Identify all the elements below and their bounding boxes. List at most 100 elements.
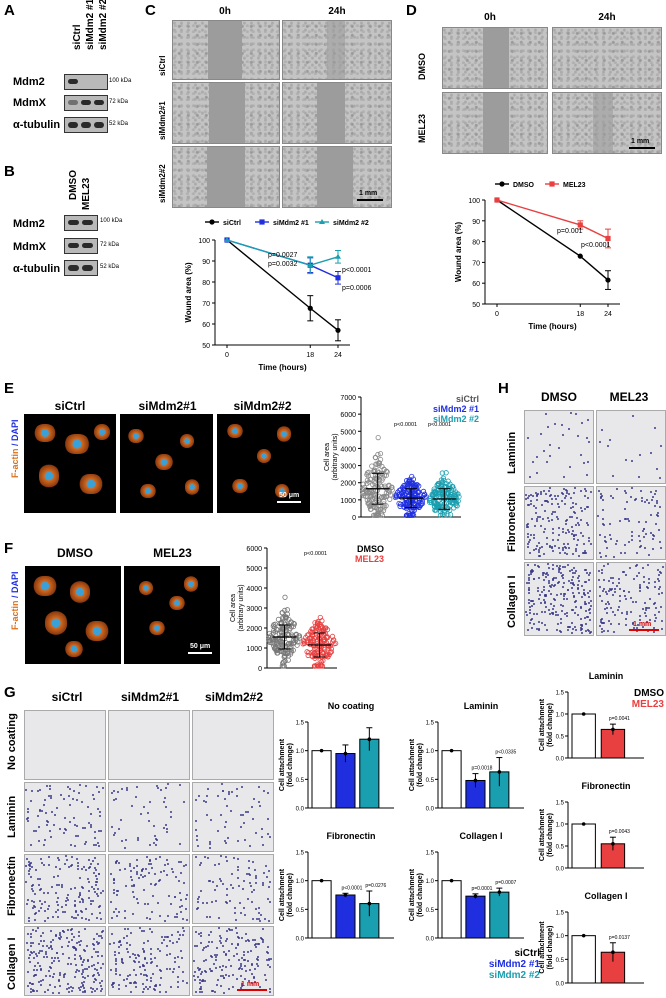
data-point bbox=[327, 649, 333, 656]
stained-cell bbox=[583, 581, 586, 584]
stained-cell bbox=[248, 969, 251, 972]
stained-cell bbox=[49, 784, 52, 787]
stained-cell bbox=[553, 598, 556, 601]
y-tick-label: 0.5 bbox=[296, 778, 305, 784]
stained-cell bbox=[160, 977, 163, 980]
stained-cell bbox=[572, 628, 575, 631]
stained-cell bbox=[148, 820, 151, 823]
stained-cell bbox=[92, 963, 95, 966]
stained-cell bbox=[616, 608, 619, 611]
stained-cell bbox=[239, 814, 242, 816]
stained-cell bbox=[95, 881, 98, 884]
data-point bbox=[367, 901, 372, 906]
stained-cell bbox=[81, 970, 84, 973]
row-label: siCtrl bbox=[158, 55, 167, 76]
stained-cell bbox=[244, 978, 247, 981]
stained-cell bbox=[69, 963, 72, 966]
stained-cell bbox=[183, 865, 186, 868]
stained-cell bbox=[220, 783, 223, 786]
stained-cell bbox=[250, 885, 253, 888]
stained-cell bbox=[61, 886, 64, 889]
stained-cell bbox=[237, 959, 240, 962]
fluorescence-image bbox=[120, 414, 213, 513]
stained-cell bbox=[44, 799, 47, 802]
stained-cell bbox=[532, 612, 535, 615]
stained-cell bbox=[642, 580, 645, 583]
data-point bbox=[286, 617, 292, 623]
stained-cell bbox=[238, 968, 241, 971]
stained-cell bbox=[30, 862, 33, 865]
stain-image bbox=[524, 410, 594, 484]
stained-cell bbox=[622, 571, 625, 573]
stained-cell bbox=[654, 601, 657, 604]
data-point bbox=[403, 490, 409, 496]
stained-cell bbox=[572, 609, 575, 612]
y-tick-label: 0.5 bbox=[556, 735, 565, 741]
stained-cell bbox=[536, 515, 539, 518]
stained-cell bbox=[603, 588, 606, 591]
stained-cell bbox=[50, 797, 53, 800]
row-label: Collagen I bbox=[506, 575, 518, 628]
blot-label: α-tubulin bbox=[13, 263, 61, 275]
stained-cell bbox=[552, 568, 555, 571]
stained-cell bbox=[195, 829, 198, 832]
stained-cell bbox=[638, 535, 641, 538]
stained-cell bbox=[70, 844, 73, 847]
stained-cell bbox=[644, 609, 647, 612]
stained-cell bbox=[238, 884, 241, 887]
stained-cell bbox=[579, 606, 582, 609]
stained-cell bbox=[93, 968, 96, 971]
stained-cell bbox=[133, 960, 136, 963]
stained-cell bbox=[552, 604, 555, 607]
stained-cell bbox=[561, 574, 564, 577]
stained-cell bbox=[587, 440, 590, 443]
stained-cell bbox=[533, 577, 536, 580]
stained-cell bbox=[26, 902, 29, 905]
chart-title: No coating bbox=[328, 701, 375, 711]
stained-cell bbox=[527, 582, 530, 585]
col-label: DMSO bbox=[541, 390, 577, 404]
stained-cell bbox=[53, 957, 56, 960]
stained-cell bbox=[87, 965, 90, 968]
stained-cell bbox=[527, 536, 530, 539]
stained-cell bbox=[248, 939, 251, 942]
stained-cell bbox=[589, 631, 592, 634]
data-point bbox=[360, 491, 366, 497]
stained-cell bbox=[654, 522, 657, 525]
stained-cell bbox=[44, 974, 47, 977]
stained-cell bbox=[121, 961, 124, 964]
panel-label-c: C bbox=[145, 2, 156, 19]
stained-cell bbox=[58, 973, 61, 976]
stained-cell bbox=[67, 899, 70, 902]
stained-cell bbox=[134, 980, 137, 983]
p-value: p=0.0001 bbox=[471, 886, 492, 892]
stained-cell bbox=[58, 937, 61, 940]
stained-cell bbox=[601, 499, 604, 502]
p-value: p<0.0001 bbox=[304, 551, 327, 557]
stained-cell bbox=[268, 966, 271, 969]
stained-cell bbox=[262, 940, 265, 943]
stained-cell bbox=[41, 950, 44, 953]
y-tick-label: 2000 bbox=[246, 626, 262, 633]
stained-cell bbox=[46, 785, 49, 788]
stained-cell bbox=[631, 531, 634, 534]
y-tick-label: 90 bbox=[202, 259, 210, 266]
data-point bbox=[375, 497, 381, 504]
stained-cell bbox=[267, 898, 270, 901]
stained-cell bbox=[74, 976, 77, 979]
stained-cell bbox=[52, 916, 55, 919]
stained-cell bbox=[46, 989, 49, 992]
stained-cell bbox=[224, 825, 227, 828]
stained-cell bbox=[565, 552, 568, 555]
stained-cell bbox=[533, 525, 536, 528]
stained-cell bbox=[533, 563, 536, 566]
stained-cell bbox=[625, 597, 628, 600]
data-point bbox=[307, 639, 313, 645]
stained-cell bbox=[632, 621, 635, 624]
x-tick-label: 24 bbox=[334, 352, 342, 359]
stained-cell bbox=[202, 800, 205, 803]
stained-cell bbox=[111, 792, 114, 795]
stained-cell bbox=[220, 975, 223, 978]
data-point bbox=[331, 641, 337, 647]
stained-cell bbox=[579, 623, 582, 626]
